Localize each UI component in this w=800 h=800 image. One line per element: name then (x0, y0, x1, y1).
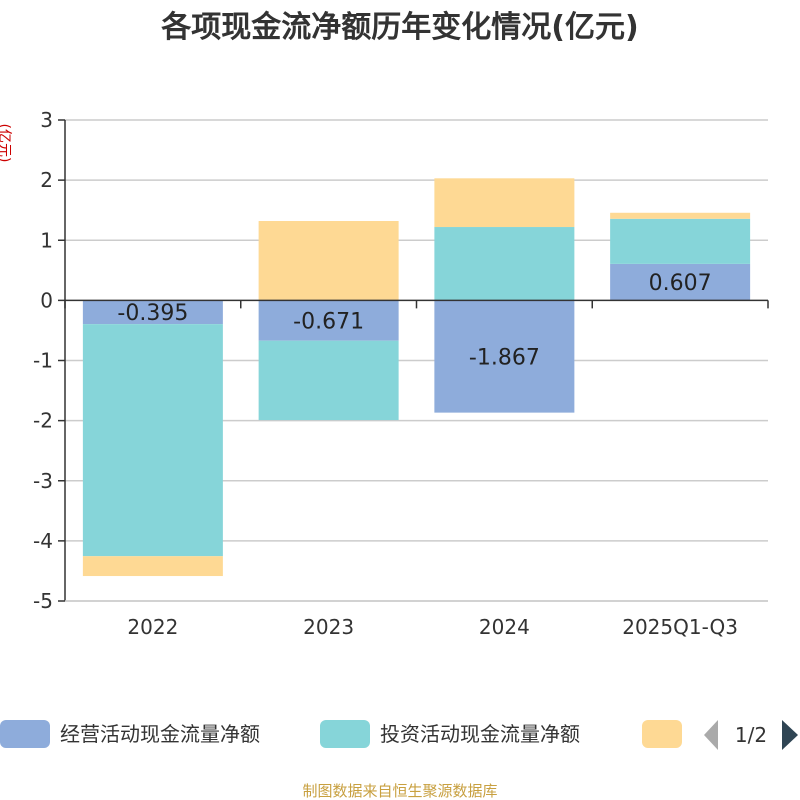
y-tick-label: -1 (33, 349, 53, 373)
y-tick-label: 1 (40, 228, 53, 252)
bar-2023-series-1[interactable] (258, 300, 399, 341)
source-note: 制图数据来自恒生聚源数据库 (302, 782, 497, 800)
data-label: -0.395 (117, 301, 188, 326)
bars (82, 178, 751, 577)
y-tick-label: -2 (33, 409, 53, 433)
axes: 3 2 1 0 -1 -2 -3 -4 -5 2022 2023 2024 2025Q1-Q3 (33, 108, 769, 639)
legend-item-2[interactable]: 投资活动现金流量净额 (320, 720, 580, 748)
legend-swatch[interactable] (0, 720, 50, 748)
bar-2024-series-2[interactable] (434, 227, 575, 301)
data-label: -1.867 (469, 346, 540, 371)
y-axis-unit-label: (亿元) (0, 124, 12, 163)
bar-2024-series-3[interactable] (434, 178, 575, 228)
data-label: 0.607 (649, 271, 712, 296)
legend-prev-page-icon[interactable] (704, 720, 718, 750)
legend-swatch[interactable] (320, 720, 370, 748)
legend[interactable]: 经营活动现金流量净额 投资活动现金流量净额 1/2 (0, 720, 798, 750)
bar-2024-series-1[interactable] (434, 300, 575, 413)
legend-item-1[interactable]: 经营活动现金流量净额 (0, 720, 260, 748)
legend-swatch[interactable] (642, 720, 682, 748)
x-tick-label: 2024 (479, 615, 530, 639)
legend-label[interactable]: 投资活动现金流量净额 (380, 722, 580, 746)
bar-2022-series-3[interactable] (82, 556, 223, 577)
data-label: -0.671 (293, 310, 364, 335)
legend-item-3[interactable] (642, 720, 682, 748)
x-tick-label: 2022 (127, 615, 178, 639)
legend-label[interactable]: 经营活动现金流量净额 (60, 722, 260, 746)
x-tick-label: 2025Q1-Q3 (622, 615, 738, 639)
bar-2023-series-2[interactable] (258, 340, 399, 421)
bar-2023-series-3[interactable] (258, 221, 399, 301)
y-tick-label: 2 (40, 168, 53, 192)
y-tick-label: 0 (40, 288, 53, 312)
bar-labels: -0.395 -0.671 -1.867 0.607 (117, 271, 711, 370)
y-tick-label: -5 (33, 589, 53, 613)
legend-next-page-icon[interactable] (782, 720, 798, 750)
bar-2025Q1-Q3-series-1[interactable] (610, 263, 751, 301)
y-tick-label: 3 (40, 108, 53, 132)
bar-2022-series-2[interactable] (82, 324, 223, 557)
legend-page-indicator: 1/2 (735, 723, 767, 747)
x-tick-label: 2023 (303, 615, 354, 639)
y-tick-label: -4 (33, 529, 53, 553)
bar-2025Q1-Q3-series-3[interactable] (610, 212, 751, 219)
y-tick-label: -3 (33, 469, 53, 493)
chart-title: 各项现金流净额历年变化情况(亿元) (160, 10, 638, 45)
bar-2025Q1-Q3-series-2[interactable] (610, 218, 751, 264)
bar-2022-series-1[interactable] (82, 300, 223, 325)
